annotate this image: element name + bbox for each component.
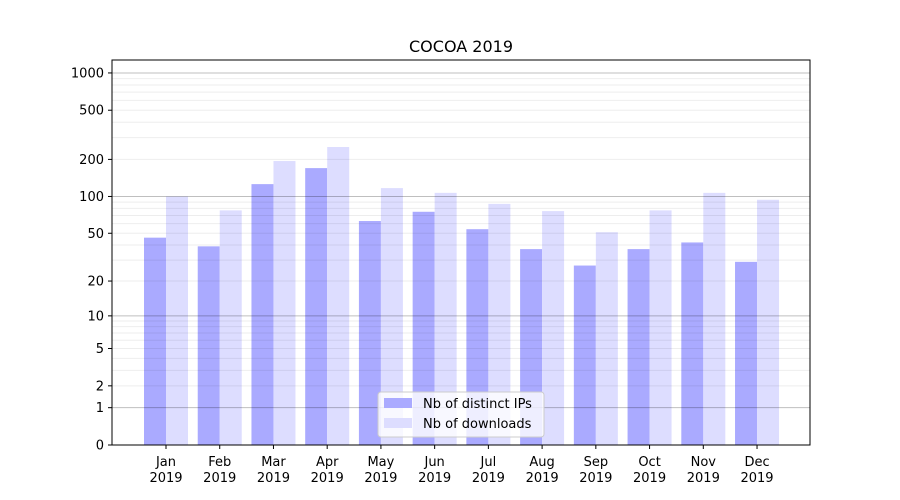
y-tick-label: 500 (79, 104, 104, 119)
y-tick-label: 50 (87, 227, 104, 242)
x-tick-label: Feb 2019 (203, 455, 236, 486)
bar-distinct-ips (305, 168, 328, 446)
bar-distinct-ips (627, 249, 650, 445)
plot-frame (111, 59, 811, 446)
x-tick-label: Apr 2019 (311, 455, 344, 486)
bar-distinct-ips (681, 242, 704, 445)
legend-label: Nb of downloads (423, 417, 532, 432)
bar-distinct-ips (144, 237, 166, 445)
y-tick-label: 1000 (71, 66, 104, 81)
bar-distinct-ips (251, 184, 274, 445)
x-tick-label: Jun 2019 (418, 455, 451, 486)
bar-downloads (327, 147, 350, 445)
bar-distinct-ips (197, 246, 220, 445)
legend-swatch (384, 398, 412, 408)
legend-box (377, 391, 545, 438)
bar-downloads (166, 196, 188, 445)
y-tick-label: 5 (96, 342, 104, 357)
bar-downloads (703, 192, 726, 445)
y-tick-label: 200 (79, 153, 104, 168)
bar-distinct-ips (412, 211, 435, 445)
bar-distinct-ips (573, 265, 596, 445)
x-tick-label: Oct 2019 (633, 455, 666, 486)
bar-downloads (757, 199, 780, 445)
y-tick-label: 0 (96, 439, 104, 454)
bar-distinct-ips (358, 221, 381, 445)
bar-downloads (649, 210, 672, 445)
x-tick-label: Nov 2019 (687, 455, 720, 486)
bar-downloads (219, 210, 242, 445)
y-tick-label: 20 (87, 275, 104, 290)
x-tick-label: Dec 2019 (740, 455, 773, 486)
legend-swatch (384, 418, 412, 428)
x-tick-label: Mar 2019 (257, 455, 290, 486)
y-tick-label: 10 (87, 309, 104, 324)
x-tick-label: May 2019 (364, 455, 397, 486)
y-tick-label: 100 (79, 190, 104, 205)
bar-downloads (380, 188, 403, 446)
x-tick-label: Jul 2019 (472, 455, 505, 486)
bar-downloads (488, 203, 511, 445)
bar-distinct-ips (466, 229, 489, 445)
bar-downloads (595, 232, 618, 445)
x-tick-label: Jan 2019 (149, 455, 182, 486)
legend-label: Nb of distinct IPs (423, 397, 532, 412)
bar-distinct-ips (735, 261, 758, 445)
chart-title: COCOA 2019 (409, 37, 513, 56)
bar-downloads (542, 211, 565, 445)
bar-downloads (434, 192, 457, 445)
y-tick-label: 1 (96, 401, 104, 416)
x-tick-label: Aug 2019 (526, 455, 559, 486)
legend: Nb of distinct IPs Nb of downloads (377, 391, 545, 438)
y-tick-label: 2 (96, 379, 104, 394)
x-tick-label: Sep 2019 (579, 455, 612, 486)
bar-downloads (273, 161, 296, 445)
